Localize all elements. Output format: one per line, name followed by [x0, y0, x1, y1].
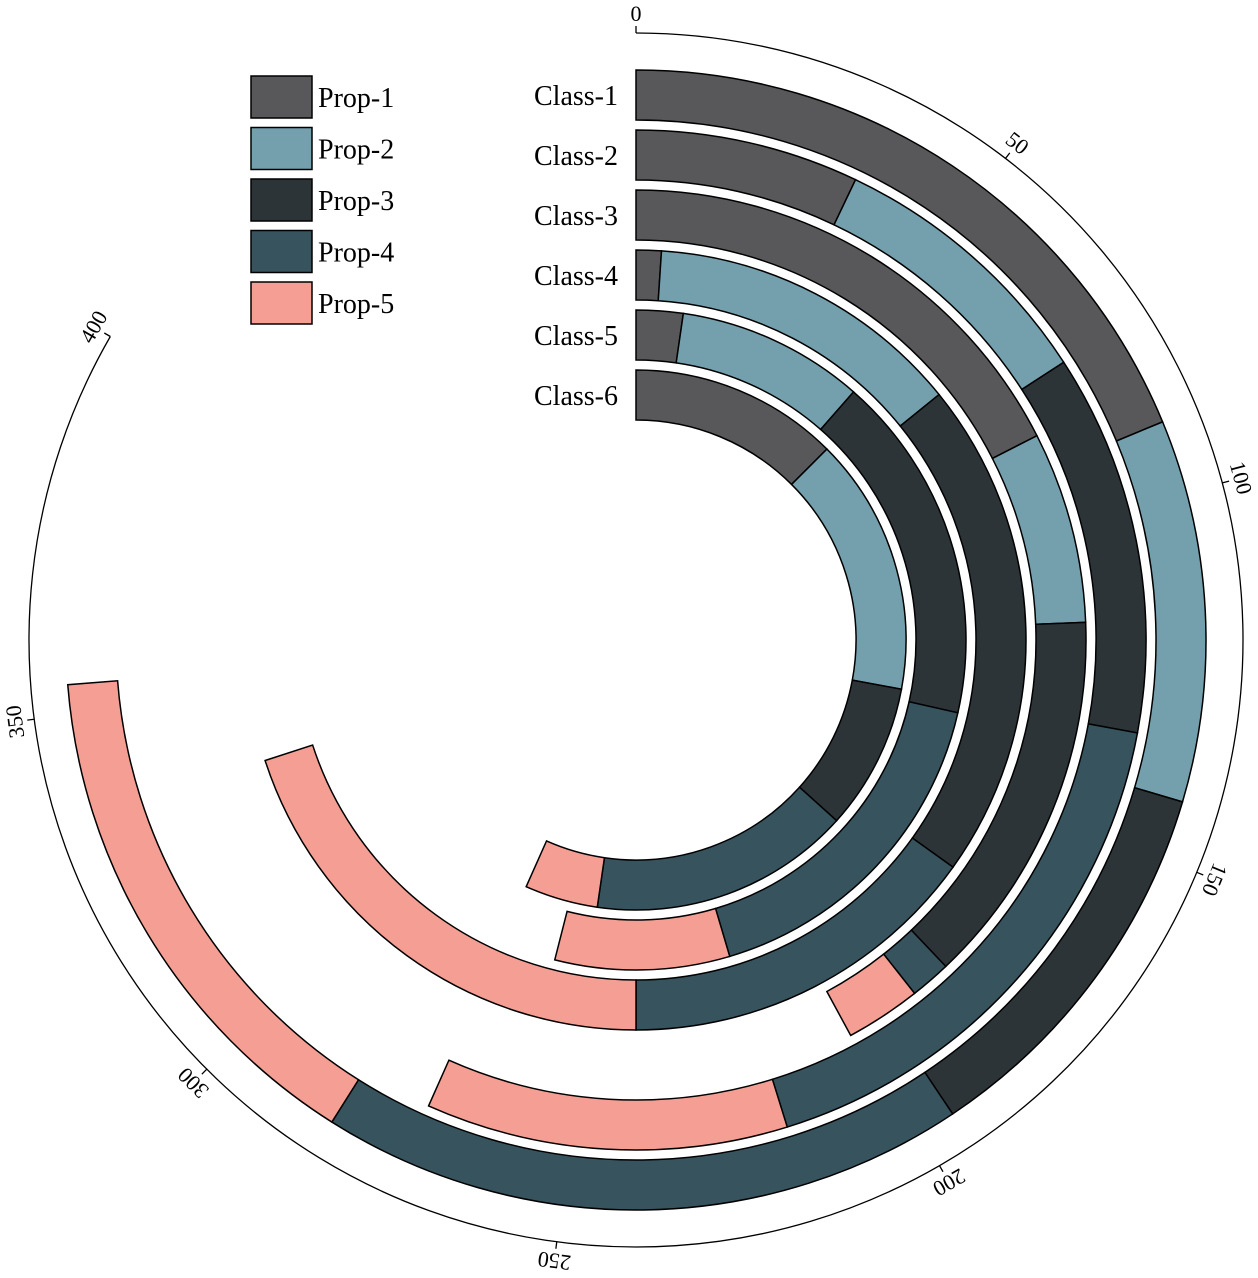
tick-label: 0 — [631, 1, 642, 26]
bar-segment — [525, 839, 606, 909]
category-label: Class-4 — [534, 261, 618, 292]
bar-segment — [553, 907, 731, 971]
legend-label: Prop-2 — [318, 135, 394, 166]
tick-label: 50 — [1001, 126, 1034, 159]
bar-segment — [264, 744, 637, 1031]
legend-label: Prop-4 — [318, 238, 394, 269]
category-label: Class-6 — [534, 381, 618, 412]
legend-swatch — [250, 126, 313, 171]
tick-label: 300 — [172, 1062, 213, 1103]
tick-label: 200 — [929, 1163, 970, 1201]
tick-mark — [555, 1241, 558, 1249]
tick-label: 250 — [536, 1247, 572, 1276]
category-label: Class-1 — [534, 81, 618, 112]
tick-label: 150 — [1197, 860, 1233, 900]
tick-mark — [1196, 871, 1204, 876]
tick-mark — [938, 1165, 944, 1173]
tick-mark — [103, 332, 111, 338]
legend-swatch — [250, 229, 313, 274]
legend-label: Prop-1 — [318, 83, 394, 114]
legend-label: Prop-3 — [318, 186, 394, 217]
bar-segment — [825, 953, 916, 1037]
tick-mark — [201, 1068, 208, 1075]
bar-segment — [635, 309, 685, 364]
category-label: Class-2 — [534, 141, 618, 172]
axis-line — [28, 32, 1244, 1248]
tick-label: 350 — [0, 704, 29, 740]
tick-mark — [1005, 152, 1011, 159]
bar-segment — [635, 249, 663, 302]
tick-label: 100 — [1225, 459, 1258, 497]
bar-segment — [427, 1059, 789, 1151]
tick-mark — [27, 718, 35, 721]
category-label: Class-3 — [534, 201, 618, 232]
tick-label: 400 — [74, 306, 112, 347]
bar-segment — [66, 679, 360, 1124]
category-label: Class-5 — [534, 321, 618, 352]
legend-swatch — [250, 75, 313, 119]
legend-swatch — [250, 178, 313, 222]
legend-label: Prop-5 — [318, 289, 394, 320]
tick-mark — [1222, 480, 1230, 484]
legend-swatch — [250, 281, 313, 325]
